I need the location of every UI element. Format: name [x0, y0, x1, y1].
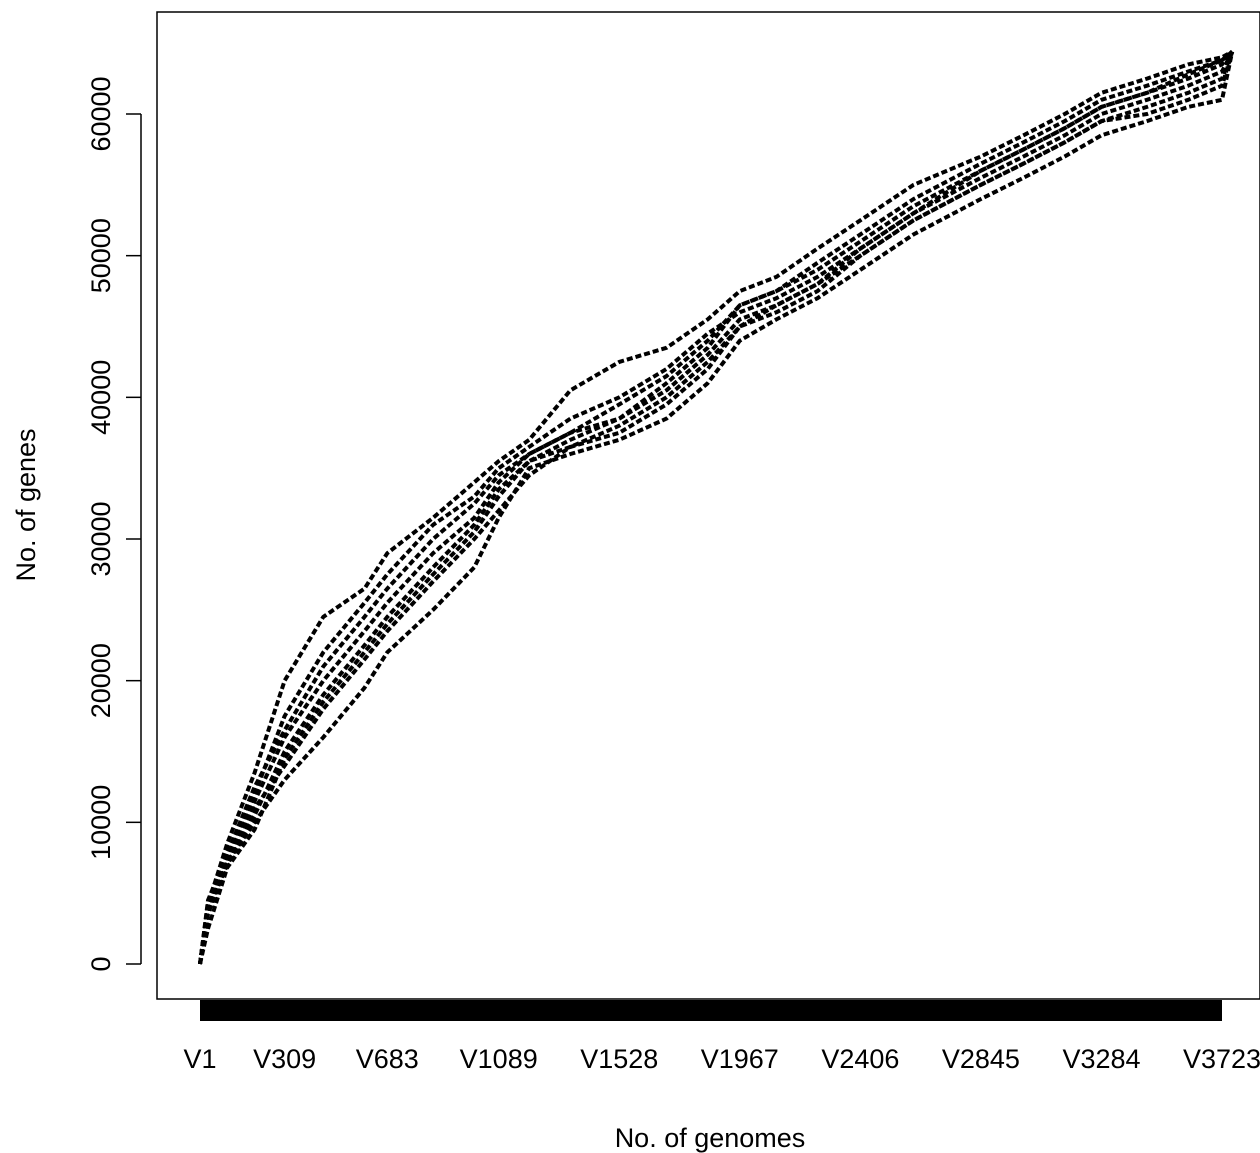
series-line-1	[198, 50, 1234, 965]
series-line-8	[198, 50, 1234, 965]
x-tick-label: V309	[253, 1044, 316, 1074]
x-tick-label: V683	[356, 1044, 419, 1074]
x-axis-tick-band	[200, 1000, 1222, 1021]
x-tick-label: V1967	[701, 1044, 779, 1074]
x-tick-label: V1	[183, 1044, 216, 1074]
x-tick-label: V2845	[942, 1044, 1020, 1074]
x-tick-label: V1528	[580, 1044, 658, 1074]
series-line-4	[198, 51, 1235, 965]
series-lines	[198, 49, 1235, 965]
x-tick-label: V3723	[1183, 1044, 1260, 1074]
y-tick-label: 50000	[86, 218, 116, 293]
series-line-6	[198, 51, 1235, 965]
y-tick-label: 60000	[86, 76, 116, 151]
series-line-3	[198, 49, 1234, 965]
y-tick-label: 20000	[86, 643, 116, 718]
plot-frame	[156, 11, 1260, 1000]
x-tick-label: V1089	[460, 1044, 538, 1074]
y-tick-label: 10000	[86, 785, 116, 860]
x-tick-label: V2406	[821, 1044, 899, 1074]
series-line-7	[198, 50, 1234, 965]
y-axis: 0 10000 20000 30000 40000 50000 60000	[86, 76, 142, 972]
y-axis-label: No. of genes	[11, 428, 41, 581]
y-tick-label: 40000	[86, 360, 116, 435]
y-tick-label: 0	[86, 956, 116, 971]
x-axis: V1 V309 V683 V1089 V1528 V1967 V2406 V2845 V3284…	[183, 1000, 1260, 1074]
x-axis-label: No. of genomes	[615, 1123, 806, 1153]
y-tick-label: 30000	[86, 501, 116, 576]
x-tick-label: V3284	[1062, 1044, 1140, 1074]
